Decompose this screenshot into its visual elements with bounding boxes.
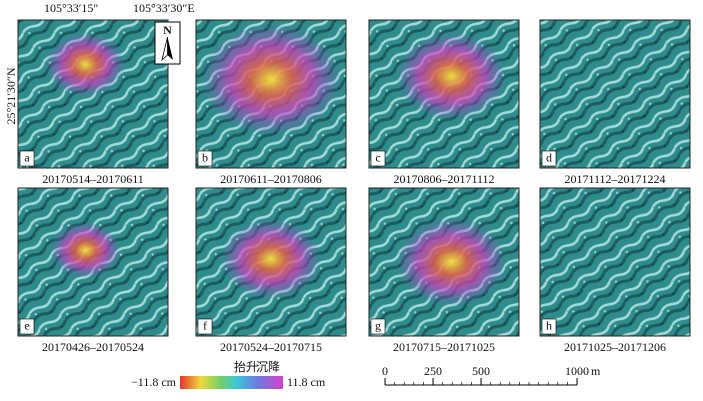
panel-caption: 20171112–20171224	[564, 172, 665, 186]
panel-frame	[17, 19, 169, 169]
panel: g 20170715–20171025	[368, 187, 520, 354]
panel-letter: f	[203, 318, 207, 332]
north-arrow: N	[154, 21, 181, 65]
panel-letter-box	[370, 318, 386, 335]
scale-label: 0	[382, 364, 388, 378]
deformation-area	[45, 32, 126, 97]
panel-letter-box	[370, 150, 386, 167]
panel-image	[540, 20, 690, 168]
panel-letter: g	[375, 318, 381, 332]
panel-caption: 20171025–20171206	[564, 340, 666, 354]
deformation-area	[221, 219, 321, 300]
deformation-area	[396, 218, 507, 306]
deformation-area	[50, 222, 121, 279]
scale-unit: m	[591, 364, 601, 378]
panel-letter: h	[546, 318, 552, 332]
panel: b 20170611–20170806	[195, 19, 347, 186]
panel: f 20170524–20170715	[195, 187, 347, 354]
panel-letter: e	[24, 318, 29, 332]
panel-frame	[368, 187, 520, 337]
panel-letter: d	[546, 150, 552, 164]
scale-label: 500	[472, 364, 490, 378]
panel-frame	[368, 19, 520, 169]
panel-letter: a	[24, 150, 30, 164]
panel-caption: 20170806–20171112	[393, 172, 494, 186]
panels: a 20170514–20170611 b 20170611–20170806 c 201…	[17, 19, 691, 354]
uplift-label: 抬升	[234, 360, 258, 374]
colorbar-legend: 抬升 沉降 −11.8 cm 11.8 cm	[131, 360, 326, 389]
subsidence-label: 沉降	[256, 360, 280, 374]
panel: a 20170514–20170611	[17, 19, 169, 186]
panel-letter-box	[197, 318, 213, 335]
panel-letter-box	[541, 318, 557, 335]
panel-frame	[195, 19, 347, 169]
legend-min: −11.8 cm	[131, 375, 177, 389]
colorbar	[180, 376, 283, 389]
lon-label: 105°33′30″E	[133, 1, 195, 15]
north-label: N	[163, 23, 172, 37]
panel-caption: 20170426–20170524	[42, 340, 144, 354]
legend-max: 11.8 cm	[287, 375, 326, 389]
panel-caption: 20170715–20171025	[393, 340, 495, 354]
panel-caption: 20170611–20170806	[220, 172, 322, 186]
deformation-area	[201, 23, 341, 136]
lat-label: 25°21′30″N	[4, 67, 18, 124]
panel-letter-box	[19, 318, 35, 335]
panel: c 20170806–20171112	[368, 19, 520, 186]
scale-bar: 0 250 500 1000 m	[382, 364, 601, 386]
scale-label: 250	[424, 364, 442, 378]
panel: e 20170426–20170524	[17, 187, 169, 354]
panel-caption: 20170514–20170611	[42, 172, 144, 186]
panel-frame	[539, 187, 691, 337]
panel-letter-box	[541, 150, 557, 167]
deformation-area	[396, 32, 507, 121]
panel-image	[540, 188, 690, 336]
panel-letter: b	[202, 150, 208, 164]
lon-label: 105°33′15″	[44, 1, 98, 15]
panel-caption: 20170524–20170715	[220, 340, 322, 354]
panel-letter-box	[19, 150, 35, 167]
panel-frame	[17, 187, 169, 337]
panel: d 20171112–20171224	[539, 19, 691, 186]
panel-frame	[195, 187, 347, 337]
panel: h 20171025–20171206	[539, 187, 691, 354]
scale-label: 1000	[565, 364, 589, 378]
panel-frame	[539, 19, 691, 169]
panel-letter: c	[375, 150, 380, 164]
panel-letter-box	[197, 150, 213, 167]
